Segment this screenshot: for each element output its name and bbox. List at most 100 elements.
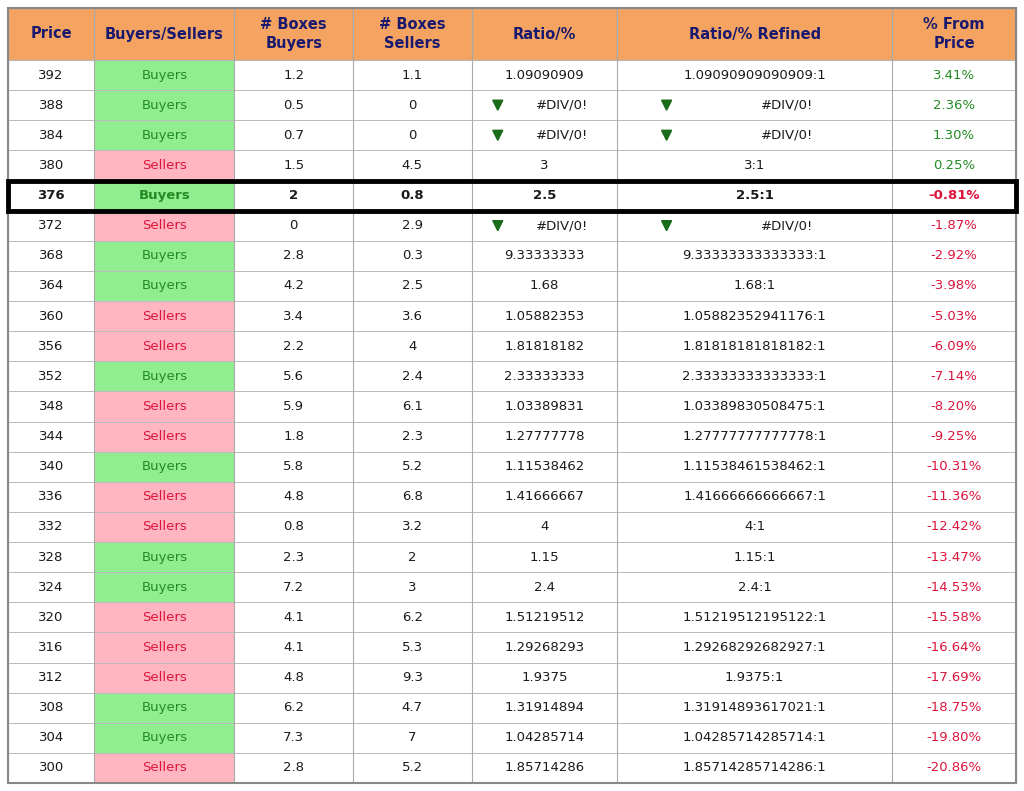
Text: -2.92%: -2.92% [931,249,978,263]
Bar [234,90,353,120]
Bar [8,271,94,301]
Bar [94,512,234,542]
Text: 2.4: 2.4 [534,581,555,594]
Text: 1.81818182: 1.81818182 [504,339,585,353]
Text: 3: 3 [408,581,417,594]
Text: 1.27777777777778:1: 1.27777777777778:1 [682,430,826,443]
Bar [8,723,94,753]
Text: Sellers: Sellers [142,611,186,624]
Bar [234,210,353,240]
Bar [8,512,94,542]
Text: 9.3: 9.3 [401,671,423,684]
Text: -12.42%: -12.42% [927,520,982,533]
Text: 1.03389830508475:1: 1.03389830508475:1 [683,400,826,413]
Bar [234,723,353,753]
Text: 2.3: 2.3 [401,430,423,443]
Text: 7.3: 7.3 [283,732,304,744]
Bar [472,301,617,331]
Bar [472,150,617,180]
Bar [617,723,892,753]
Bar [8,60,94,90]
Text: 1.04285714: 1.04285714 [504,732,585,744]
Text: 0.25%: 0.25% [933,159,975,172]
Bar [94,663,234,693]
Text: 320: 320 [39,611,63,624]
Bar [94,210,234,240]
Bar [617,8,892,60]
Bar [94,361,234,392]
Bar [353,271,472,301]
Text: #DIV/0!: #DIV/0! [762,99,814,112]
Bar [353,8,472,60]
Text: #DIV/0!: #DIV/0! [762,129,814,142]
Polygon shape [662,131,672,140]
Bar [617,663,892,693]
Text: 2.5: 2.5 [532,189,556,202]
Text: Sellers: Sellers [142,159,186,172]
Text: Buyers: Buyers [141,279,187,293]
Bar [94,422,234,452]
Bar [8,572,94,602]
Text: 1.81818181818182:1: 1.81818181818182:1 [683,339,826,353]
Bar [892,663,1016,693]
Bar [617,542,892,572]
Text: 3.2: 3.2 [401,520,423,533]
Text: -8.20%: -8.20% [931,400,977,413]
Text: 4.2: 4.2 [284,279,304,293]
Text: 2.4:1: 2.4:1 [737,581,771,594]
Text: 388: 388 [39,99,63,112]
Bar [234,572,353,602]
Bar [353,210,472,240]
Bar [472,542,617,572]
Text: 6.2: 6.2 [284,701,304,714]
Text: 1.05882352941176:1: 1.05882352941176:1 [683,309,826,323]
Polygon shape [662,221,672,231]
Text: # Boxes
Buyers: # Boxes Buyers [260,17,327,51]
Text: 1.8: 1.8 [284,430,304,443]
Bar [353,422,472,452]
Bar [472,240,617,271]
Bar [472,120,617,150]
Bar [94,120,234,150]
Bar [892,452,1016,482]
Text: 0: 0 [409,129,417,142]
Bar [617,512,892,542]
Text: 1.09090909090909:1: 1.09090909090909:1 [683,69,826,81]
Text: 6.8: 6.8 [401,490,423,503]
Text: 352: 352 [38,370,63,383]
Text: Sellers: Sellers [142,520,186,533]
Bar [8,753,94,783]
Bar [472,572,617,602]
Bar [472,632,617,663]
Text: Ratio/% Refined: Ratio/% Refined [688,27,820,41]
Bar [94,572,234,602]
Text: 1.15: 1.15 [529,551,559,563]
Bar [472,361,617,392]
Text: Buyers: Buyers [141,99,187,112]
Text: #DIV/0!: #DIV/0! [762,219,814,233]
Bar [8,663,94,693]
Bar [234,512,353,542]
Bar [892,301,1016,331]
Text: 5.9: 5.9 [284,400,304,413]
Text: 5.2: 5.2 [401,460,423,473]
Bar [892,150,1016,180]
Bar [617,422,892,452]
Bar [892,602,1016,632]
Bar [234,542,353,572]
Bar [94,392,234,422]
Bar [472,452,617,482]
Text: 3.6: 3.6 [401,309,423,323]
Text: 2: 2 [289,189,298,202]
Text: 3: 3 [540,159,549,172]
Bar [234,60,353,90]
Text: 0.5: 0.5 [284,99,304,112]
Text: -11.36%: -11.36% [927,490,982,503]
Text: -5.03%: -5.03% [931,309,978,323]
Bar [472,663,617,693]
Bar [234,392,353,422]
Bar [8,210,94,240]
Text: 380: 380 [39,159,63,172]
Bar [8,180,94,210]
Bar [617,60,892,90]
